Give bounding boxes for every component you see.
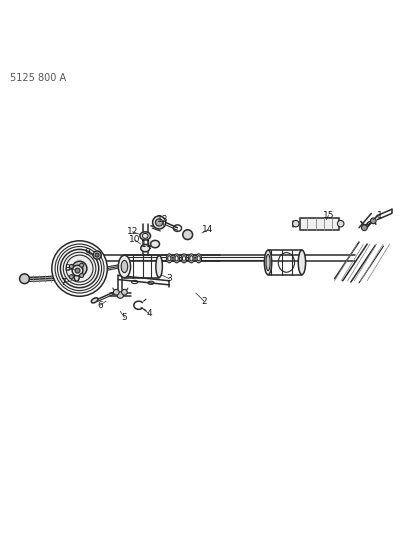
Text: 6: 6	[97, 301, 103, 310]
Circle shape	[183, 230, 193, 239]
Ellipse shape	[151, 240, 160, 248]
Circle shape	[95, 253, 99, 257]
Circle shape	[155, 219, 163, 226]
Circle shape	[113, 289, 119, 295]
Ellipse shape	[188, 254, 194, 263]
Circle shape	[75, 268, 80, 273]
Circle shape	[117, 292, 124, 298]
Ellipse shape	[140, 232, 151, 240]
Circle shape	[20, 274, 29, 284]
Ellipse shape	[74, 274, 79, 281]
Circle shape	[63, 252, 96, 285]
Circle shape	[122, 289, 127, 295]
Text: 1: 1	[377, 211, 382, 220]
Text: 13: 13	[157, 215, 169, 224]
Circle shape	[361, 225, 367, 231]
Text: 11: 11	[141, 239, 153, 248]
Text: 5: 5	[122, 313, 127, 322]
Circle shape	[76, 265, 83, 272]
Circle shape	[72, 265, 83, 276]
Polygon shape	[300, 219, 339, 230]
Circle shape	[80, 263, 84, 268]
Circle shape	[72, 261, 87, 276]
Text: 7: 7	[60, 278, 66, 287]
Text: 9: 9	[85, 248, 91, 257]
Text: 15: 15	[323, 211, 334, 220]
Circle shape	[69, 264, 73, 269]
Ellipse shape	[166, 254, 172, 263]
Ellipse shape	[264, 250, 272, 274]
Circle shape	[153, 216, 166, 229]
Circle shape	[69, 274, 73, 279]
Ellipse shape	[141, 245, 150, 252]
Text: 4: 4	[146, 309, 152, 318]
Ellipse shape	[298, 250, 306, 274]
Circle shape	[80, 273, 84, 278]
Ellipse shape	[174, 254, 180, 263]
Ellipse shape	[121, 261, 128, 272]
Text: 2: 2	[201, 297, 207, 306]
Text: 14: 14	[202, 225, 214, 235]
Ellipse shape	[181, 254, 187, 263]
Text: 10: 10	[129, 236, 140, 245]
Text: 3: 3	[166, 274, 172, 283]
Text: 8: 8	[64, 264, 70, 273]
Ellipse shape	[118, 255, 131, 278]
Circle shape	[52, 241, 107, 296]
Ellipse shape	[91, 298, 98, 303]
Ellipse shape	[196, 254, 202, 263]
Circle shape	[293, 221, 299, 227]
Ellipse shape	[156, 255, 162, 278]
Text: 5125 800 A: 5125 800 A	[10, 72, 67, 83]
Ellipse shape	[266, 254, 270, 271]
Circle shape	[93, 251, 101, 259]
Circle shape	[370, 218, 376, 224]
Text: 12: 12	[127, 227, 138, 236]
Circle shape	[337, 221, 344, 227]
